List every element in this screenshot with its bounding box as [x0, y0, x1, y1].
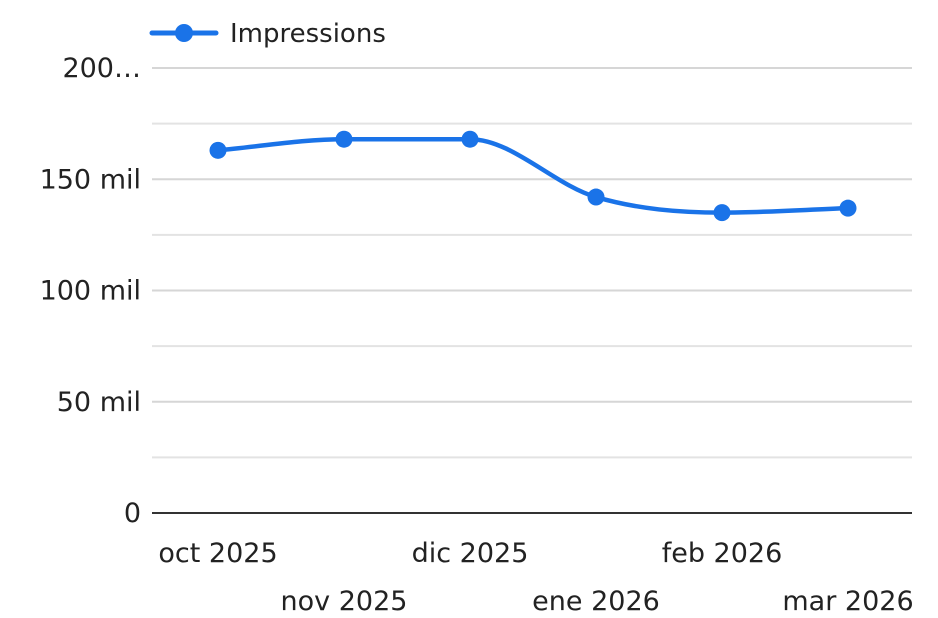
x-tick-label: nov 2025	[281, 586, 408, 617]
x-tick-label: mar 2026	[782, 586, 913, 617]
y-tick-label: 100 mil	[40, 276, 141, 307]
series-line	[215, 136, 851, 215]
legend-label: Impressions	[230, 19, 386, 49]
data-point[interactable]	[713, 204, 731, 222]
data-point[interactable]	[587, 188, 605, 206]
y-tick-label: 0	[124, 498, 141, 529]
gridlines	[152, 67, 912, 459]
y-axis: 0 50 mil 100 mil 150 mil 200…	[40, 53, 141, 529]
x-tick-label: feb 2026	[662, 538, 783, 569]
x-tick-label: dic 2025	[412, 538, 529, 569]
y-tick-label: 50 mil	[57, 387, 141, 418]
x-tick-label: ene 2026	[532, 586, 660, 617]
legend[interactable]: Impressions	[149, 19, 386, 49]
data-point[interactable]	[839, 199, 857, 217]
y-tick-label: 200…	[62, 53, 141, 84]
data-point[interactable]	[461, 130, 479, 148]
series-impressions	[209, 130, 857, 222]
data-point[interactable]	[209, 141, 227, 159]
legend-marker-icon	[175, 24, 193, 42]
y-tick-label: 150 mil	[40, 164, 141, 195]
x-tick-label: oct 2025	[158, 538, 277, 569]
data-point[interactable]	[335, 130, 353, 148]
